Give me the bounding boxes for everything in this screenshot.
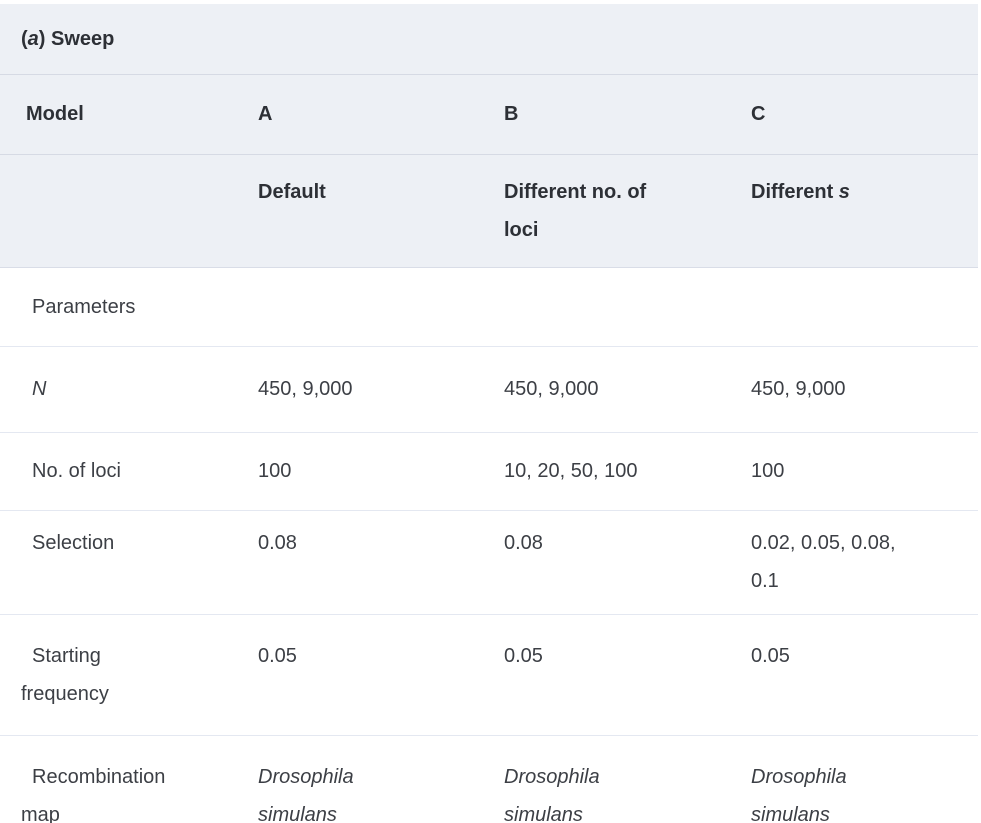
- table-header: (a) Sweep Model A B C Default Different …: [0, 4, 978, 268]
- cell-startfreq-b: 0.05: [500, 614, 747, 736]
- model-a-label: A: [258, 103, 273, 125]
- cell-startfreq-c: 0.05: [747, 614, 978, 736]
- row-label-n: N: [0, 346, 254, 433]
- column-header-model: Model: [0, 74, 254, 155]
- table-row-starting-frequency: Starting frequency 0.05 0.05 0.05: [0, 614, 978, 736]
- column-desc-c: Different s: [747, 154, 978, 268]
- cell-loci-c: 100: [747, 432, 978, 511]
- cell-n-b: 450, 9,000: [500, 346, 747, 433]
- sweep-parameters-table: (a) Sweep Model A B C Default Different …: [0, 4, 978, 823]
- column-desc-a: Default: [254, 154, 500, 268]
- model-b-description: Different no. of loci: [504, 181, 647, 241]
- model-c-description: Different s: [751, 181, 850, 203]
- cell-n-c: 450, 9,000: [747, 346, 978, 433]
- cell-selection-b: 0.08: [500, 510, 747, 615]
- model-description-row: Default Different no. of loci Different …: [0, 154, 978, 268]
- column-header-c: C: [747, 74, 978, 155]
- table-row-n: N 450, 9,000 450, 9,000 450, 9,000: [0, 346, 978, 433]
- species-name: Drosophila simulans: [504, 766, 600, 823]
- caption-title: ) Sweep: [38, 28, 115, 50]
- model-b-label: B: [504, 103, 519, 125]
- table-row-selection: Selection 0.08 0.08 0.02, 0.05, 0.08, 0.…: [0, 510, 978, 615]
- cell-selection-c: 0.02, 0.05, 0.08, 0.1: [747, 510, 978, 615]
- cell-recomb-b: Drosophila simulans: [500, 735, 747, 823]
- model-a-description: Default: [258, 181, 326, 203]
- row-label-selection: Selection: [0, 510, 254, 615]
- model-c-description-variable: s: [838, 181, 850, 203]
- row-label-loci: No. of loci: [0, 432, 254, 511]
- cell-loci-a: 100: [254, 432, 500, 511]
- table-body: Parameters N 450, 9,000 450, 9,000 450, …: [0, 267, 978, 823]
- cell-startfreq-a: 0.05: [254, 614, 500, 736]
- column-header-b: B: [500, 74, 747, 155]
- column-header-a: A: [254, 74, 500, 155]
- table-row-recombination-map: Recombination map Drosophila simulans Dr…: [0, 735, 978, 823]
- section-label: Parameters: [0, 267, 254, 347]
- column-desc-empty: [0, 154, 254, 268]
- caption-letter: a: [27, 28, 39, 50]
- column-desc-b: Different no. of loci: [500, 154, 747, 268]
- model-c-label: C: [751, 103, 766, 125]
- table-row-loci: No. of loci 100 10, 20, 50, 100 100: [0, 432, 978, 511]
- model-header-row: Model A B C: [0, 74, 978, 155]
- cell-selection-a: 0.08: [254, 510, 500, 615]
- section-row-parameters: Parameters: [0, 267, 978, 347]
- species-name: Drosophila simulans: [258, 766, 354, 823]
- species-name: Drosophila simulans: [751, 766, 847, 823]
- caption-paren-open: (: [21, 28, 28, 50]
- cell-recomb-a: Drosophila simulans: [254, 735, 500, 823]
- cell-recomb-c: Drosophila simulans: [747, 735, 978, 823]
- row-label-recombination-map: Recombination map: [0, 735, 254, 823]
- table-caption: (a) Sweep: [0, 4, 978, 75]
- cell-loci-b: 10, 20, 50, 100: [500, 432, 747, 511]
- row-label-starting-frequency: Starting frequency: [0, 614, 254, 736]
- cell-n-a: 450, 9,000: [254, 346, 500, 433]
- caption-row: (a) Sweep: [0, 4, 978, 75]
- model-header-label: Model: [26, 103, 84, 125]
